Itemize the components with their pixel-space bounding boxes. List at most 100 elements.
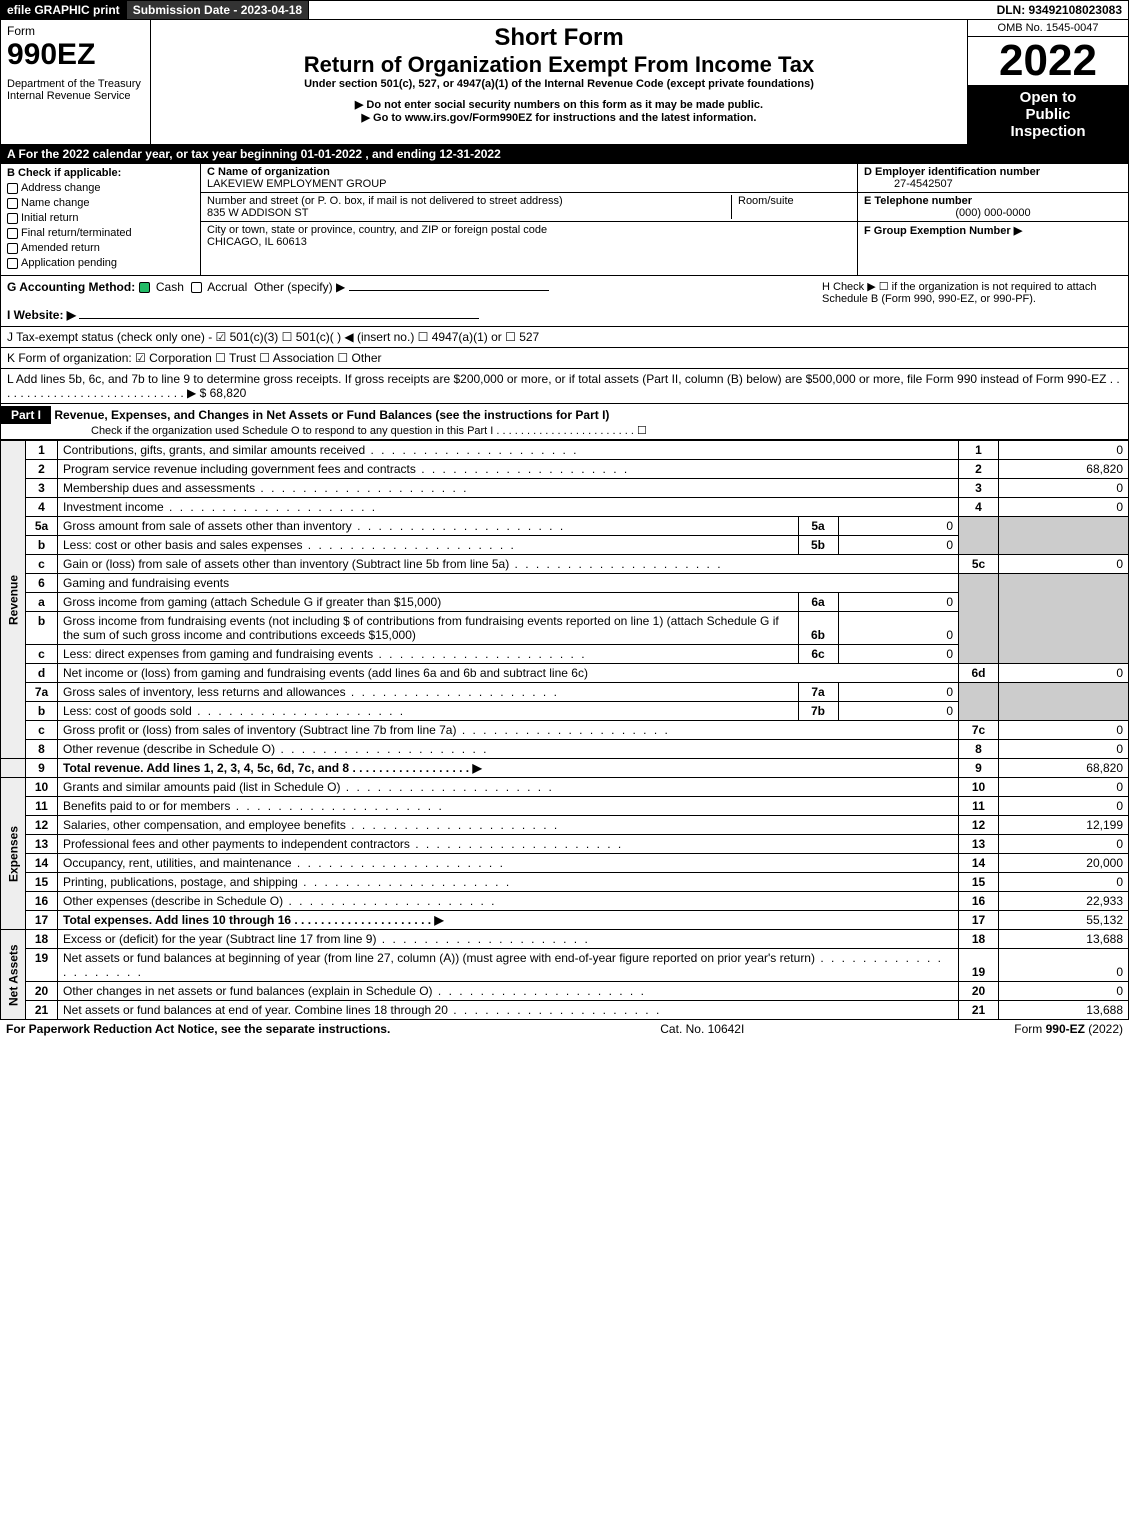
line-i: I Website: ▶ bbox=[7, 308, 822, 322]
line-2-desc: Program service revenue including govern… bbox=[58, 460, 959, 479]
part1-check: Check if the organization used Schedule … bbox=[1, 424, 1128, 437]
col-d: D Employer identification number 27-4542… bbox=[858, 164, 1128, 275]
part1-table: Revenue 1Contributions, gifts, grants, a… bbox=[0, 440, 1129, 1020]
room-suite-label: Room/suite bbox=[731, 195, 851, 219]
line-5b-amount: 0 bbox=[838, 536, 958, 554]
street-address: 835 W ADDISON ST bbox=[207, 207, 731, 219]
line-14-desc: Occupancy, rent, utilities, and maintena… bbox=[58, 854, 959, 873]
line-12-desc: Salaries, other compensation, and employ… bbox=[58, 816, 959, 835]
street-label: Number and street (or P. O. box, if mail… bbox=[207, 195, 731, 207]
irs-label: Internal Revenue Service bbox=[7, 90, 144, 102]
part1-header: Part I Revenue, Expenses, and Changes in… bbox=[0, 404, 1129, 440]
line-6b-amount: 0 bbox=[838, 612, 958, 644]
checkbox-application-pending[interactable] bbox=[7, 258, 18, 269]
col-c: C Name of organization LAKEVIEW EMPLOYME… bbox=[201, 164, 858, 275]
line-3-desc: Membership dues and assessments bbox=[58, 479, 959, 498]
line-18-amount: 13,688 bbox=[999, 930, 1129, 949]
line-2-amount: 68,820 bbox=[999, 460, 1129, 479]
net-assets-label: Net Assets bbox=[1, 930, 26, 1020]
line-6a-desc: Gross income from gaming (attach Schedul… bbox=[58, 593, 798, 611]
checkbox-name-change[interactable] bbox=[7, 198, 18, 209]
line-7c-desc: Gross profit or (loss) from sales of inv… bbox=[58, 721, 959, 740]
line-7a-amount: 0 bbox=[838, 683, 958, 701]
line-j: J Tax-exempt status (check only one) - ☑… bbox=[0, 327, 1129, 348]
line-1-desc: Contributions, gifts, grants, and simila… bbox=[58, 441, 959, 460]
dln: DLN: 93492108023083 bbox=[991, 1, 1128, 19]
line-5c-amount: 0 bbox=[999, 555, 1129, 574]
ein-label: D Employer identification number bbox=[864, 166, 1122, 178]
line-k: K Form of organization: ☑ Corporation ☐ … bbox=[0, 348, 1129, 369]
line-19-desc: Net assets or fund balances at beginning… bbox=[58, 949, 959, 982]
org-name: LAKEVIEW EMPLOYMENT GROUP bbox=[207, 178, 851, 190]
line-5a-desc: Gross amount from sale of assets other t… bbox=[58, 517, 798, 535]
section-bcd: B Check if applicable: Address change Na… bbox=[0, 164, 1129, 276]
open-to-public: Open toPublicInspection bbox=[968, 85, 1128, 144]
return-title: Return of Organization Exempt From Incom… bbox=[159, 52, 959, 78]
checkbox-cash[interactable] bbox=[139, 282, 150, 293]
goto-link[interactable]: ▶ Go to www.irs.gov/Form990EZ for instru… bbox=[159, 111, 959, 124]
form-header: Form 990EZ Department of the Treasury In… bbox=[0, 20, 1129, 145]
checkbox-address-change[interactable] bbox=[7, 183, 18, 194]
other-specify-input[interactable] bbox=[349, 290, 549, 291]
footer-left: For Paperwork Reduction Act Notice, see … bbox=[6, 1022, 390, 1036]
line-7b-desc: Less: cost of goods sold bbox=[58, 702, 798, 720]
part1-label: Part I bbox=[1, 406, 51, 424]
group-exemption-label: F Group Exemption Number ▶ bbox=[864, 224, 1122, 237]
line-7a-desc: Gross sales of inventory, less returns a… bbox=[58, 683, 798, 701]
line-13-amount: 0 bbox=[999, 835, 1129, 854]
line-10-amount: 0 bbox=[999, 778, 1129, 797]
checkbox-accrual[interactable] bbox=[191, 282, 202, 293]
form-number: 990EZ bbox=[7, 38, 144, 72]
line-21-amount: 13,688 bbox=[999, 1001, 1129, 1020]
line-6d-desc: Net income or (loss) from gaming and fun… bbox=[58, 664, 959, 683]
line-6a-amount: 0 bbox=[838, 593, 958, 611]
line-h: H Check ▶ ☐ if the organization is not r… bbox=[822, 280, 1122, 322]
revenue-label: Revenue bbox=[1, 441, 26, 759]
line-18-desc: Excess or (deficit) for the year (Subtra… bbox=[58, 930, 959, 949]
line-6b-desc: Gross income from fundraising events (no… bbox=[58, 612, 798, 644]
no-ssn: ▶ Do not enter social security numbers o… bbox=[159, 98, 959, 111]
city-label: City or town, state or province, country… bbox=[207, 224, 851, 236]
section-ghi: G Accounting Method: Cash Accrual Other … bbox=[0, 276, 1129, 327]
line-7c-amount: 0 bbox=[999, 721, 1129, 740]
line-8-desc: Other revenue (describe in Schedule O) bbox=[58, 740, 959, 759]
footer-mid: Cat. No. 10642I bbox=[660, 1022, 744, 1036]
checkbox-final-return[interactable] bbox=[7, 228, 18, 239]
line-10-desc: Grants and similar amounts paid (list in… bbox=[58, 778, 959, 797]
line-20-desc: Other changes in net assets or fund bala… bbox=[58, 982, 959, 1001]
line-12-amount: 12,199 bbox=[999, 816, 1129, 835]
line-17-desc: Total expenses. Add lines 10 through 16 … bbox=[58, 911, 959, 930]
line-8-amount: 0 bbox=[999, 740, 1129, 759]
line-5c-desc: Gain or (loss) from sale of assets other… bbox=[58, 555, 959, 574]
line-15-amount: 0 bbox=[999, 873, 1129, 892]
line-11-amount: 0 bbox=[999, 797, 1129, 816]
checkbox-initial-return[interactable] bbox=[7, 213, 18, 224]
footer-right: Form 990-EZ (2022) bbox=[1014, 1022, 1123, 1036]
tel-label: E Telephone number bbox=[864, 195, 1122, 207]
omb-number: OMB No. 1545-0047 bbox=[968, 20, 1128, 37]
col-b: B Check if applicable: Address change Na… bbox=[1, 164, 201, 275]
telephone: (000) 000-0000 bbox=[864, 207, 1122, 219]
line-6c-desc: Less: direct expenses from gaming and fu… bbox=[58, 645, 798, 663]
line-a: A For the 2022 calendar year, or tax yea… bbox=[0, 145, 1129, 164]
dept-treasury: Department of the Treasury bbox=[7, 78, 144, 90]
part1-title: Revenue, Expenses, and Changes in Net As… bbox=[54, 408, 609, 422]
page-footer: For Paperwork Reduction Act Notice, see … bbox=[0, 1020, 1129, 1038]
website-input[interactable] bbox=[79, 318, 479, 319]
city-state-zip: CHICAGO, IL 60613 bbox=[207, 236, 851, 248]
line-14-amount: 20,000 bbox=[999, 854, 1129, 873]
c-name-label: C Name of organization bbox=[207, 166, 851, 178]
submission-date: Submission Date - 2023-04-18 bbox=[127, 1, 309, 19]
line-6c-amount: 0 bbox=[838, 645, 958, 663]
line-13-desc: Professional fees and other payments to … bbox=[58, 835, 959, 854]
checkbox-amended-return[interactable] bbox=[7, 243, 18, 254]
under-section: Under section 501(c), 527, or 4947(a)(1)… bbox=[159, 78, 959, 90]
form-word: Form bbox=[7, 24, 144, 38]
line-7b-amount: 0 bbox=[838, 702, 958, 720]
line-4-desc: Investment income bbox=[58, 498, 959, 517]
line-16-amount: 22,933 bbox=[999, 892, 1129, 911]
line-17-amount: 55,132 bbox=[999, 911, 1129, 930]
line-4-amount: 0 bbox=[999, 498, 1129, 517]
line-6-desc: Gaming and fundraising events bbox=[58, 574, 959, 593]
line-20-amount: 0 bbox=[999, 982, 1129, 1001]
